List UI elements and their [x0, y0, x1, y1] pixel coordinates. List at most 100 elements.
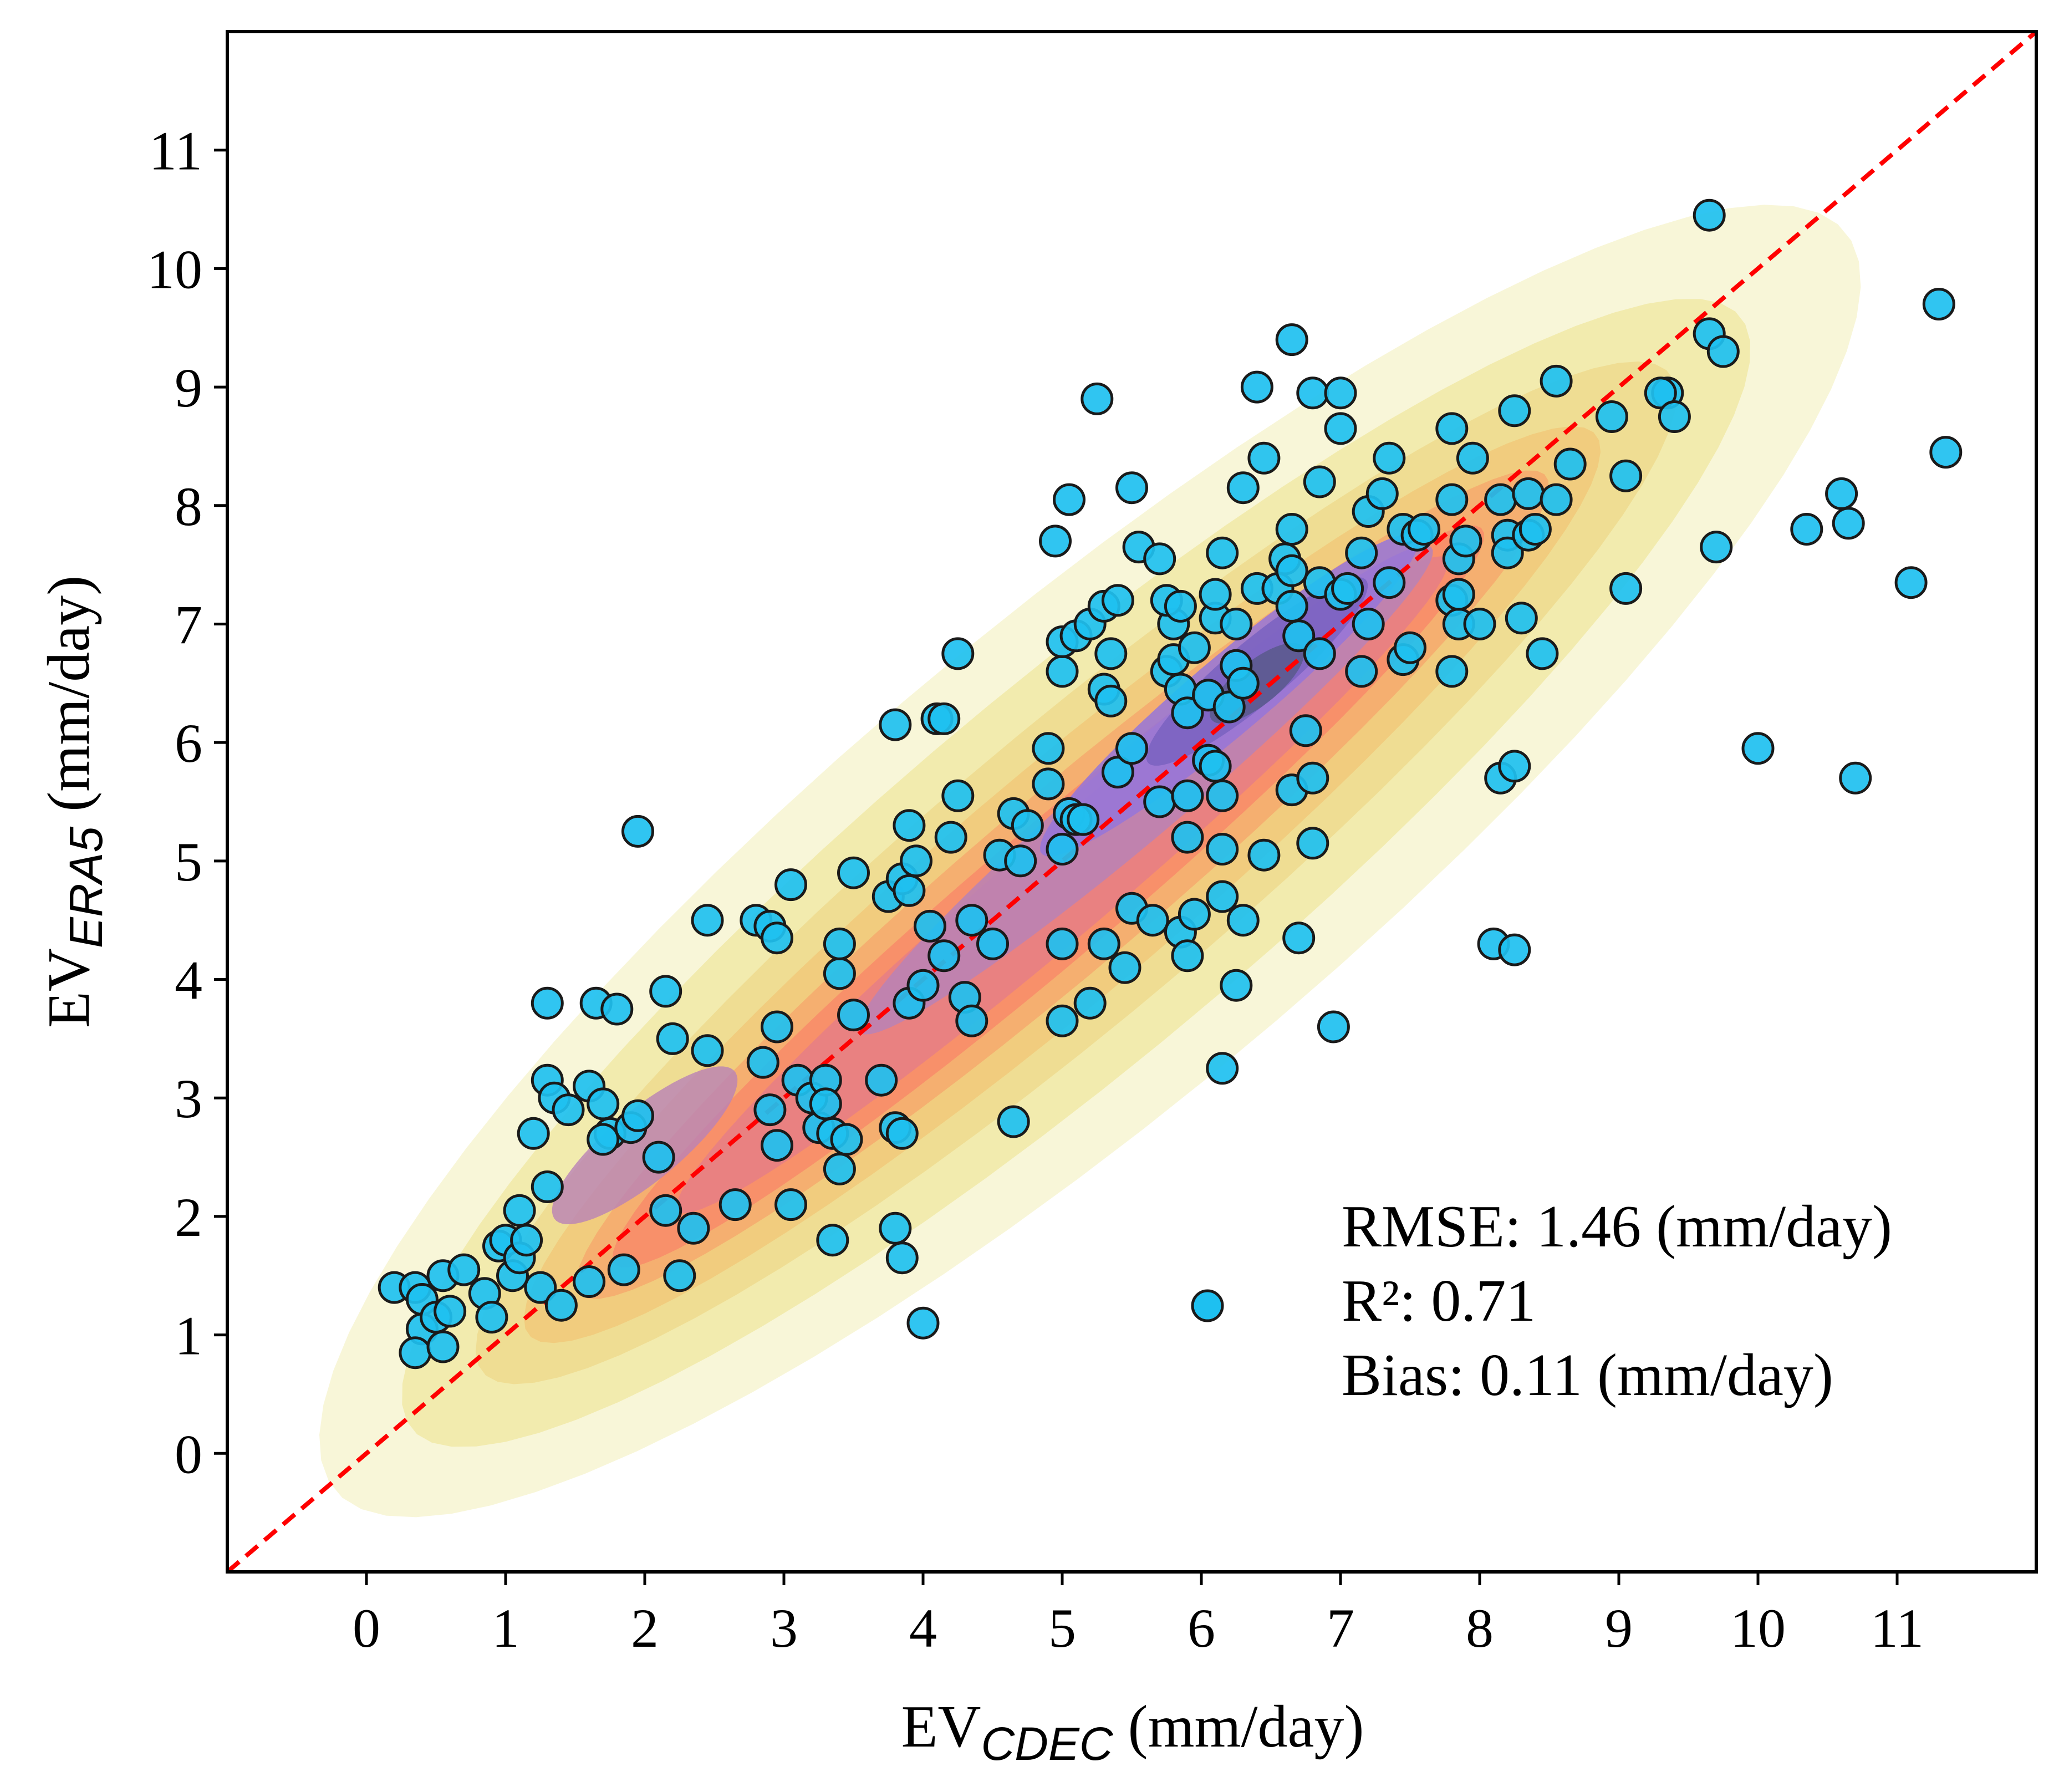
y-tick-label: 9 [175, 357, 202, 419]
data-point [663, 1259, 696, 1292]
rmse-text: RMSE: 1.46 (mm/day) [1342, 1194, 1892, 1260]
data-point [1206, 833, 1239, 866]
data-point [1512, 477, 1545, 510]
data-point [1136, 904, 1169, 937]
data-point [1220, 608, 1253, 640]
data-point [1518, 513, 1552, 546]
data-point [1143, 785, 1176, 818]
plot-frame [226, 30, 2038, 1574]
data-point [837, 999, 870, 1032]
legend-marker [1191, 1289, 1224, 1322]
data-point [1275, 554, 1308, 587]
data-point [1296, 827, 1329, 860]
data-point [1693, 198, 1726, 232]
data-point [1220, 969, 1253, 1002]
data-point [1706, 335, 1740, 368]
data-point [1491, 536, 1524, 569]
data-point [1275, 589, 1308, 623]
data-point [691, 1034, 724, 1067]
data-point [1345, 536, 1378, 569]
y-tick-label: 5 [175, 831, 202, 893]
data-point [1073, 986, 1107, 1020]
data-point [517, 1117, 550, 1150]
data-point [1498, 750, 1531, 783]
data-point [823, 927, 856, 960]
data-point [1094, 684, 1128, 717]
data-point [885, 1117, 919, 1150]
data-point [1108, 951, 1141, 984]
y-tick-label: 7 [175, 594, 202, 655]
data-point [552, 1093, 585, 1127]
x-axis: 0 1 2 3 4 5 6 7 8 9 10 11 [353, 1572, 1924, 1659]
data-point [914, 909, 946, 943]
y-tick-label: 2 [175, 1187, 202, 1248]
data-point [1101, 756, 1134, 789]
data-point [677, 1211, 710, 1245]
data-point [1178, 898, 1211, 931]
data-point [1004, 844, 1037, 878]
data-point [649, 1194, 682, 1227]
x-tick-label: 9 [1605, 1597, 1633, 1659]
data-point [1199, 578, 1232, 611]
y-tick-label: 6 [175, 712, 202, 774]
data-point [1115, 471, 1148, 505]
data-point [934, 821, 967, 854]
data-point [1373, 566, 1406, 599]
data-point [1595, 400, 1628, 433]
data-point [1046, 1004, 1079, 1037]
x-tick-label: 1 [492, 1597, 519, 1659]
data-point [621, 814, 654, 848]
data-point [1212, 690, 1246, 724]
y-axis-title: EVERA5 (mm/day) [36, 576, 112, 1028]
data-point [1526, 637, 1559, 670]
data-points [378, 198, 1963, 1370]
data-point [1039, 525, 1072, 558]
data-point [1171, 821, 1204, 854]
r2-text: R²: 0.71 [1342, 1268, 1536, 1334]
data-point [1303, 465, 1336, 498]
data-point [1345, 655, 1378, 688]
data-point [830, 1123, 863, 1156]
data-point [1435, 655, 1469, 688]
data-point [1143, 542, 1176, 576]
data-point [1094, 637, 1128, 670]
data-point [1101, 584, 1134, 617]
data-point [1199, 750, 1232, 783]
data-point [1206, 779, 1239, 812]
data-point [893, 874, 926, 907]
data-point [1171, 696, 1204, 730]
data-point [426, 1330, 460, 1363]
data-point [1922, 288, 1955, 320]
data-point [906, 969, 940, 1002]
data-point [649, 975, 682, 1008]
data-point [879, 708, 912, 741]
data-point [941, 637, 975, 670]
data-point [399, 1336, 432, 1370]
data-point [1275, 323, 1308, 357]
data-point [1839, 761, 1872, 795]
data-point [1011, 809, 1044, 842]
data-point [1067, 803, 1100, 836]
data-point [885, 1241, 919, 1275]
y-tick-label: 4 [175, 950, 202, 1011]
data-point [1456, 441, 1489, 475]
x-tick-label: 8 [1466, 1597, 1494, 1659]
data-point [1226, 666, 1260, 700]
data-point [573, 1265, 606, 1298]
data-point [1171, 779, 1204, 812]
data-point [1609, 459, 1643, 492]
data-point [1365, 477, 1399, 510]
x-tick-label: 5 [1048, 1597, 1076, 1659]
data-point [816, 1224, 849, 1257]
data-point [1609, 572, 1643, 605]
data-point [1046, 655, 1079, 688]
data-point [1505, 602, 1538, 635]
data-point [1324, 412, 1357, 445]
data-point [1171, 939, 1204, 973]
data-point [746, 1046, 779, 1079]
data-point [531, 986, 564, 1020]
data-point [1282, 619, 1316, 653]
data-point [1700, 531, 1733, 564]
x-tick-label: 6 [1188, 1597, 1215, 1659]
data-point [761, 1129, 793, 1162]
